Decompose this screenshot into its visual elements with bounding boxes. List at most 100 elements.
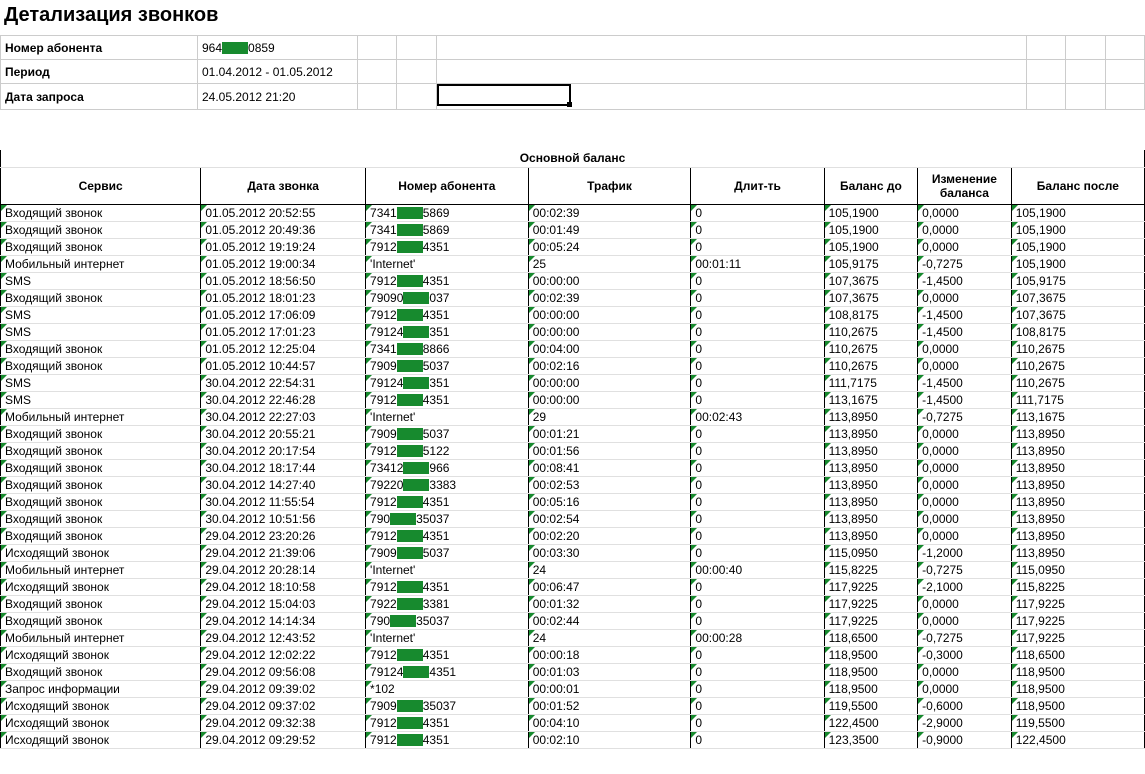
cell-number: 73412966 [366, 459, 529, 476]
cell-date: 30.04.2012 10:51:56 [201, 510, 366, 527]
col-traffic: Трафик [528, 167, 691, 204]
cell-service: Входящий звонок [1, 663, 201, 680]
table-row: Входящий звонок30.04.2012 11:55:54791243… [1, 493, 1145, 510]
cell-service: Мобильный интернет [1, 561, 201, 578]
cell-duration: 0 [691, 493, 824, 510]
cell-number: 79035037 [366, 510, 529, 527]
table-row: Исходящий звонок29.04.2012 09:29:5279124… [1, 731, 1145, 748]
table-row: Входящий звонок29.04.2012 15:04:03792233… [1, 595, 1145, 612]
cell-balance-change: 0,0000 [918, 425, 1012, 442]
cell-service: Входящий звонок [1, 238, 201, 255]
cell-balance-before: 107,3675 [824, 272, 918, 289]
cell-balance-change: 0,0000 [918, 476, 1012, 493]
cell-traffic: 29 [528, 408, 691, 425]
cell-traffic: 00:00:00 [528, 323, 691, 340]
cell-balance-change: 0,0000 [918, 289, 1012, 306]
table-row: SMS30.04.2012 22:54:317912435100:00:0001… [1, 374, 1145, 391]
cell-balance-before: 118,9500 [824, 663, 918, 680]
cell-duration: 0 [691, 731, 824, 748]
cell-balance-before: 107,3675 [824, 289, 918, 306]
cell-number: 79124351 [366, 238, 529, 255]
col-number: Номер абонента [366, 167, 529, 204]
cell-service: SMS [1, 391, 201, 408]
cell-service: Входящий звонок [1, 442, 201, 459]
cell-balance-before: 113,8950 [824, 442, 918, 459]
cell-balance-after: 117,9225 [1011, 595, 1144, 612]
cell-balance-after: 111,7175 [1011, 391, 1144, 408]
cell-date: 01.05.2012 18:56:50 [201, 272, 366, 289]
cell-balance-change: -0,3000 [918, 646, 1012, 663]
cell-duration: 00:00:28 [691, 629, 824, 646]
cell-service: Исходящий звонок [1, 544, 201, 561]
cell-duration: 00:02:43 [691, 408, 824, 425]
cell-date: 30.04.2012 22:54:31 [201, 374, 366, 391]
cell-balance-change: -0,7275 [918, 408, 1012, 425]
cell-balance-before: 118,9500 [824, 646, 918, 663]
cell-date: 29.04.2012 09:56:08 [201, 663, 366, 680]
cell-traffic: 00:00:00 [528, 374, 691, 391]
table-row: Исходящий звонок29.04.2012 18:10:5879124… [1, 578, 1145, 595]
cell-balance-before: 113,8950 [824, 425, 918, 442]
table-row: Мобильный интернет01.05.2012 19:00:34'In… [1, 255, 1145, 272]
cell-balance-after: 115,8225 [1011, 578, 1144, 595]
cell-traffic: 24 [528, 629, 691, 646]
cell-balance-after: 118,9500 [1011, 680, 1144, 697]
table-row: SMS01.05.2012 17:06:097912435100:00:0001… [1, 306, 1145, 323]
cell-balance-before: 110,2675 [824, 340, 918, 357]
cell-balance-before: 122,4500 [824, 714, 918, 731]
cell-number: 79095037 [366, 544, 529, 561]
cell-duration: 0 [691, 204, 824, 221]
request-value: 24.05.2012 21:20 [198, 84, 358, 110]
cell-service: SMS [1, 323, 201, 340]
cell-balance-before: 113,8950 [824, 493, 918, 510]
cell-service: SMS [1, 272, 201, 289]
cell-balance-before: 113,8950 [824, 527, 918, 544]
table-row: Исходящий звонок29.04.2012 09:32:3879124… [1, 714, 1145, 731]
cell-balance-change: 0,0000 [918, 612, 1012, 629]
cell-balance-before: 123,3500 [824, 731, 918, 748]
cell-balance-change: 0,0000 [918, 442, 1012, 459]
cell-balance-before: 111,7175 [824, 374, 918, 391]
cell-date: 30.04.2012 20:55:21 [201, 425, 366, 442]
cell-selection[interactable] [437, 84, 571, 106]
cell-balance-before: 105,9175 [824, 255, 918, 272]
cell-balance-change: -1,4500 [918, 272, 1012, 289]
cell-balance-change: 0,0000 [918, 493, 1012, 510]
cell-traffic: 00:02:53 [528, 476, 691, 493]
cell-duration: 0 [691, 544, 824, 561]
cell-traffic: 00:01:56 [528, 442, 691, 459]
cell-balance-after: 110,2675 [1011, 357, 1144, 374]
cell-balance-before: 117,9225 [824, 595, 918, 612]
cell-number: 79124351 [366, 391, 529, 408]
cell-service: Входящий звонок [1, 289, 201, 306]
col-balance-change: Изменение баланса [918, 167, 1012, 204]
cell-date: 29.04.2012 18:10:58 [201, 578, 366, 595]
table-row: Входящий звонок30.04.2012 20:55:21790950… [1, 425, 1145, 442]
cell-traffic: 24 [528, 561, 691, 578]
cell-balance-after: 117,9225 [1011, 629, 1144, 646]
cell-traffic: 00:01:52 [528, 697, 691, 714]
cell-date: 29.04.2012 14:14:34 [201, 612, 366, 629]
cell-date: 01.05.2012 20:49:36 [201, 221, 366, 238]
cell-traffic: 00:01:03 [528, 663, 691, 680]
cell-date: 29.04.2012 12:43:52 [201, 629, 366, 646]
cell-balance-after: 113,8950 [1011, 425, 1144, 442]
cell-date: 01.05.2012 19:19:24 [201, 238, 366, 255]
cell-balance-change: -1,4500 [918, 323, 1012, 340]
table-row: SMS30.04.2012 22:46:287912435100:00:0001… [1, 391, 1145, 408]
cell-traffic: 00:05:16 [528, 493, 691, 510]
cell-duration: 0 [691, 340, 824, 357]
cell-duration: 0 [691, 697, 824, 714]
cell-duration: 0 [691, 714, 824, 731]
cell-number: 73418866 [366, 340, 529, 357]
cell-traffic: 00:02:39 [528, 204, 691, 221]
table-row: Входящий звонок29.04.2012 09:56:08791244… [1, 663, 1145, 680]
cell-service: Исходящий звонок [1, 714, 201, 731]
cell-number: 'Internet' [366, 561, 529, 578]
cell-balance-change: 0,0000 [918, 527, 1012, 544]
cell-balance-before: 113,8950 [824, 476, 918, 493]
period-label: Период [1, 60, 198, 84]
cell-traffic: 00:00:00 [528, 272, 691, 289]
cell-date: 29.04.2012 23:20:26 [201, 527, 366, 544]
table-row: Мобильный интернет29.04.2012 12:43:52'In… [1, 629, 1145, 646]
